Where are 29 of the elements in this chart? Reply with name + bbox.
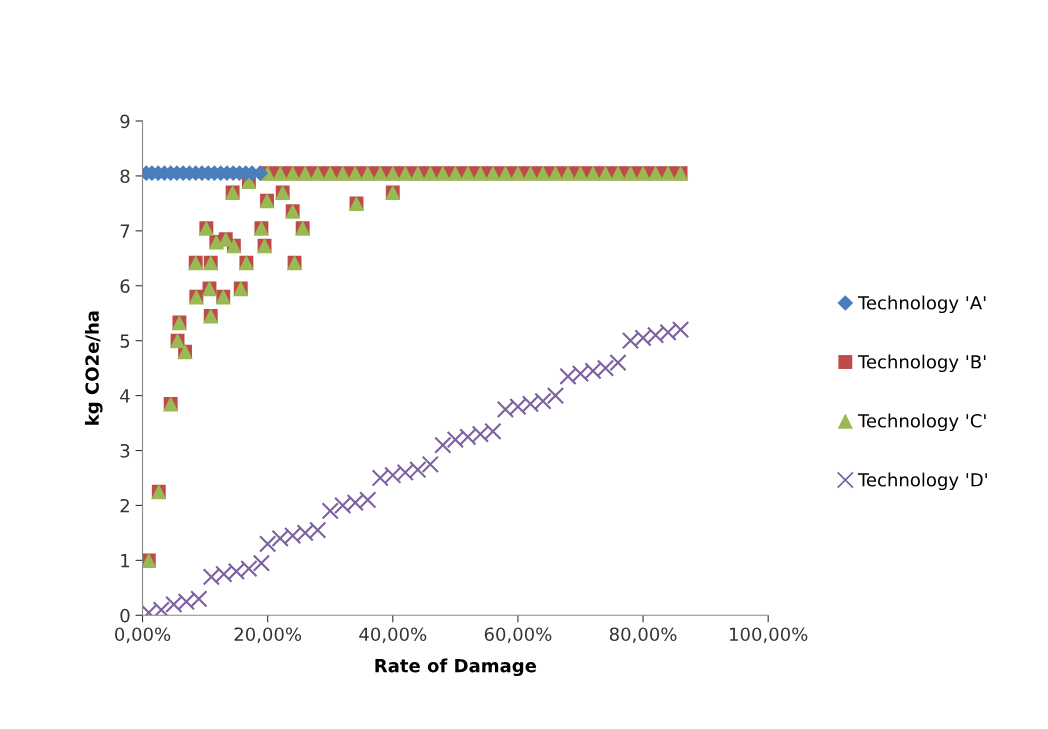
legend-label: Technology 'B' xyxy=(857,354,986,373)
y-tick-label: 1 xyxy=(121,554,130,568)
legend-label: Technology 'A' xyxy=(857,295,986,314)
y-tick-label: 3 xyxy=(120,443,130,458)
y-axis-title: kg CO2e/ha xyxy=(84,311,103,425)
point xyxy=(252,554,271,572)
y-tick-label: 8 xyxy=(120,169,130,184)
x-tick-label: 0,00% xyxy=(115,627,171,643)
point xyxy=(421,455,440,473)
point xyxy=(258,535,277,553)
y-tick-label: 2 xyxy=(120,498,129,513)
y-tick-label: 0 xyxy=(120,608,130,623)
x-tick-label: 60,00% xyxy=(484,627,552,643)
x-axis-title: Rate of Damage xyxy=(375,658,537,677)
point xyxy=(546,386,565,405)
y-tick-label: 9 xyxy=(120,114,130,129)
x-tick-label: 40,00% xyxy=(359,627,427,643)
y-tick-label: 7 xyxy=(120,224,130,238)
x-tick-label: 100,00% xyxy=(730,627,808,643)
point xyxy=(609,353,627,372)
y-tick-label: 6 xyxy=(120,279,130,293)
legend-label: Technology 'C' xyxy=(857,413,986,432)
point xyxy=(321,502,339,520)
point xyxy=(434,436,452,454)
y-tick-label: 5 xyxy=(120,334,130,348)
x-tick-label: 80,00% xyxy=(609,627,677,643)
legend-label: Technology 'D' xyxy=(857,472,987,491)
y-tick-label: 4 xyxy=(120,389,130,403)
x-tick-label: 20,00% xyxy=(234,627,302,643)
